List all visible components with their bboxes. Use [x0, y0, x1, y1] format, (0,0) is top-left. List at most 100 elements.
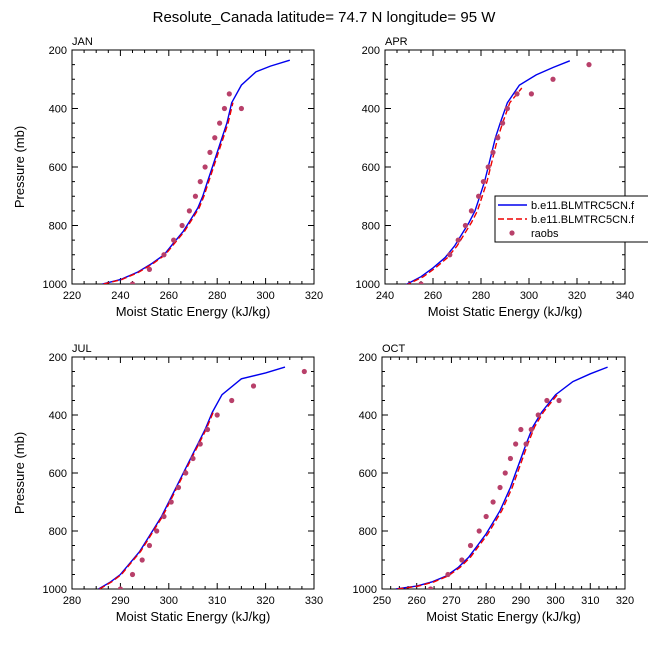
- x-tick-label: 320: [616, 595, 634, 607]
- raobs-point: [490, 499, 496, 505]
- raobs-point: [455, 237, 461, 243]
- raobs-point: [197, 441, 203, 447]
- raobs-point: [476, 528, 482, 534]
- x-tick-label: 290: [512, 595, 530, 607]
- x-tick-label: 220: [63, 290, 81, 302]
- model_1-line: [405, 60, 571, 284]
- panels: 220 240 260 280 300 320 200 400 600 800 1000 JAN Moi…: [12, 36, 634, 624]
- x-axis-label: Moist Static Energy (kJ/kg): [116, 609, 271, 624]
- panel-apr: 240 260 280 300 320 340 200 400 600 800 1000 APR Moi…: [356, 36, 635, 319]
- raobs-point: [528, 91, 535, 97]
- raobs-point: [186, 208, 192, 214]
- x-tick-label: 310: [208, 595, 226, 607]
- y-axis-label: Pressure (mb): [12, 432, 27, 514]
- model_1-line: [395, 366, 608, 589]
- model_2-line: [406, 87, 523, 284]
- x-tick-label: 320: [256, 595, 274, 607]
- raobs-point: [204, 426, 211, 433]
- y-tick-label: 1000: [353, 584, 377, 596]
- x-tick-label: 240: [111, 290, 129, 302]
- model_2-line: [99, 411, 214, 589]
- model_1-line: [102, 59, 291, 284]
- raobs-point: [192, 193, 199, 199]
- raobs-point: [523, 441, 529, 447]
- x-axis-label: Moist Static Energy (kJ/kg): [428, 304, 583, 319]
- raobs-point: [139, 557, 145, 563]
- panel-jul: 280 290 300 310 320 330 200 400 600 800 1000 JUL Moi…: [12, 343, 323, 624]
- raobs-point: [183, 470, 189, 476]
- raobs-point: [480, 179, 486, 185]
- raobs-point: [207, 149, 213, 155]
- raobs-point: [556, 397, 562, 404]
- x-tick-label: 250: [373, 595, 391, 607]
- raobs-point: [485, 164, 491, 170]
- raobs-point: [447, 252, 453, 258]
- raobs-point: [535, 412, 541, 418]
- legend: b.e11.BLMTRC5CN.f b.e11.BLMTRC5CN.f raobs: [494, 195, 648, 243]
- raobs-point: [476, 193, 482, 199]
- raobs-point: [513, 441, 519, 447]
- raobs-point: [502, 470, 508, 476]
- plot-area: [102, 59, 291, 284]
- x-tick-label: 310: [581, 595, 599, 607]
- raobs-point: [190, 455, 196, 462]
- raobs-point: [528, 426, 534, 433]
- y-tick-label: 600: [359, 468, 377, 480]
- x-tick-label: 290: [111, 595, 129, 607]
- raobs-point: [514, 91, 520, 97]
- y-tick-label: 600: [49, 162, 67, 174]
- x-tick-label: 330: [305, 595, 323, 607]
- raobs-point: [117, 586, 123, 589]
- raobs-point: [500, 120, 506, 126]
- plot-area: [98, 366, 307, 589]
- y-tick-label: 200: [49, 45, 67, 57]
- raobs-point: [229, 397, 235, 404]
- raobs-point: [179, 222, 185, 229]
- x-tick-label: 240: [376, 290, 394, 302]
- x-tick-label: 280: [472, 290, 490, 302]
- raobs-point: [301, 368, 307, 375]
- raobs-point: [468, 208, 474, 214]
- plot-frame: [384, 49, 626, 285]
- raobs-point: [161, 513, 167, 520]
- x-tick-label: 280: [477, 595, 495, 607]
- x-tick-label: 260: [408, 595, 426, 607]
- plot-frame: [71, 49, 315, 285]
- x-tick-label: 300: [256, 290, 274, 302]
- raobs-point: [217, 120, 223, 126]
- raobs-point: [586, 62, 592, 68]
- y-tick-label: 800: [49, 526, 67, 538]
- panel-title: JUL: [72, 343, 92, 355]
- raobs-point: [495, 135, 501, 141]
- y-tick-label: 800: [362, 221, 380, 233]
- raobs-point: [504, 105, 510, 112]
- y-tick-label: 1000: [356, 279, 380, 291]
- x-axis-label: Moist Static Energy (kJ/kg): [116, 304, 271, 319]
- raobs-point: [238, 105, 244, 112]
- raobs-point: [171, 237, 177, 243]
- y-tick-label: 400: [49, 410, 67, 422]
- y-tick-label: 800: [49, 221, 67, 233]
- raobs-point: [490, 149, 496, 155]
- y-tick-label: 600: [362, 162, 380, 174]
- raobs-point: [418, 281, 424, 284]
- panel-title: OCT: [382, 343, 406, 355]
- model_1-line: [98, 366, 286, 589]
- legend-label: b.e11.BLMTRC5CN.f: [531, 214, 635, 226]
- y-tick-label: 400: [49, 104, 67, 116]
- raobs-point: [129, 571, 136, 578]
- raobs-point: [518, 426, 524, 433]
- legend-label: b.e11.BLMTRC5CN.f: [531, 200, 635, 212]
- raobs-point: [197, 179, 203, 185]
- x-axis-label: Moist Static Energy (kJ/kg): [426, 609, 581, 624]
- y-tick-label: 200: [49, 352, 67, 364]
- x-tick-label: 280: [63, 595, 81, 607]
- raobs-point: [212, 135, 218, 141]
- raobs-point: [507, 455, 514, 462]
- figure-title: Resolute_Canada latitude= 74.7 N longitu…: [153, 9, 497, 26]
- y-tick-label: 400: [362, 104, 380, 116]
- raobs-point: [161, 252, 167, 258]
- raobs-point: [445, 571, 451, 578]
- panel-jan: 220 240 260 280 300 320 200 400 600 800 1000 JAN Moi…: [12, 36, 323, 319]
